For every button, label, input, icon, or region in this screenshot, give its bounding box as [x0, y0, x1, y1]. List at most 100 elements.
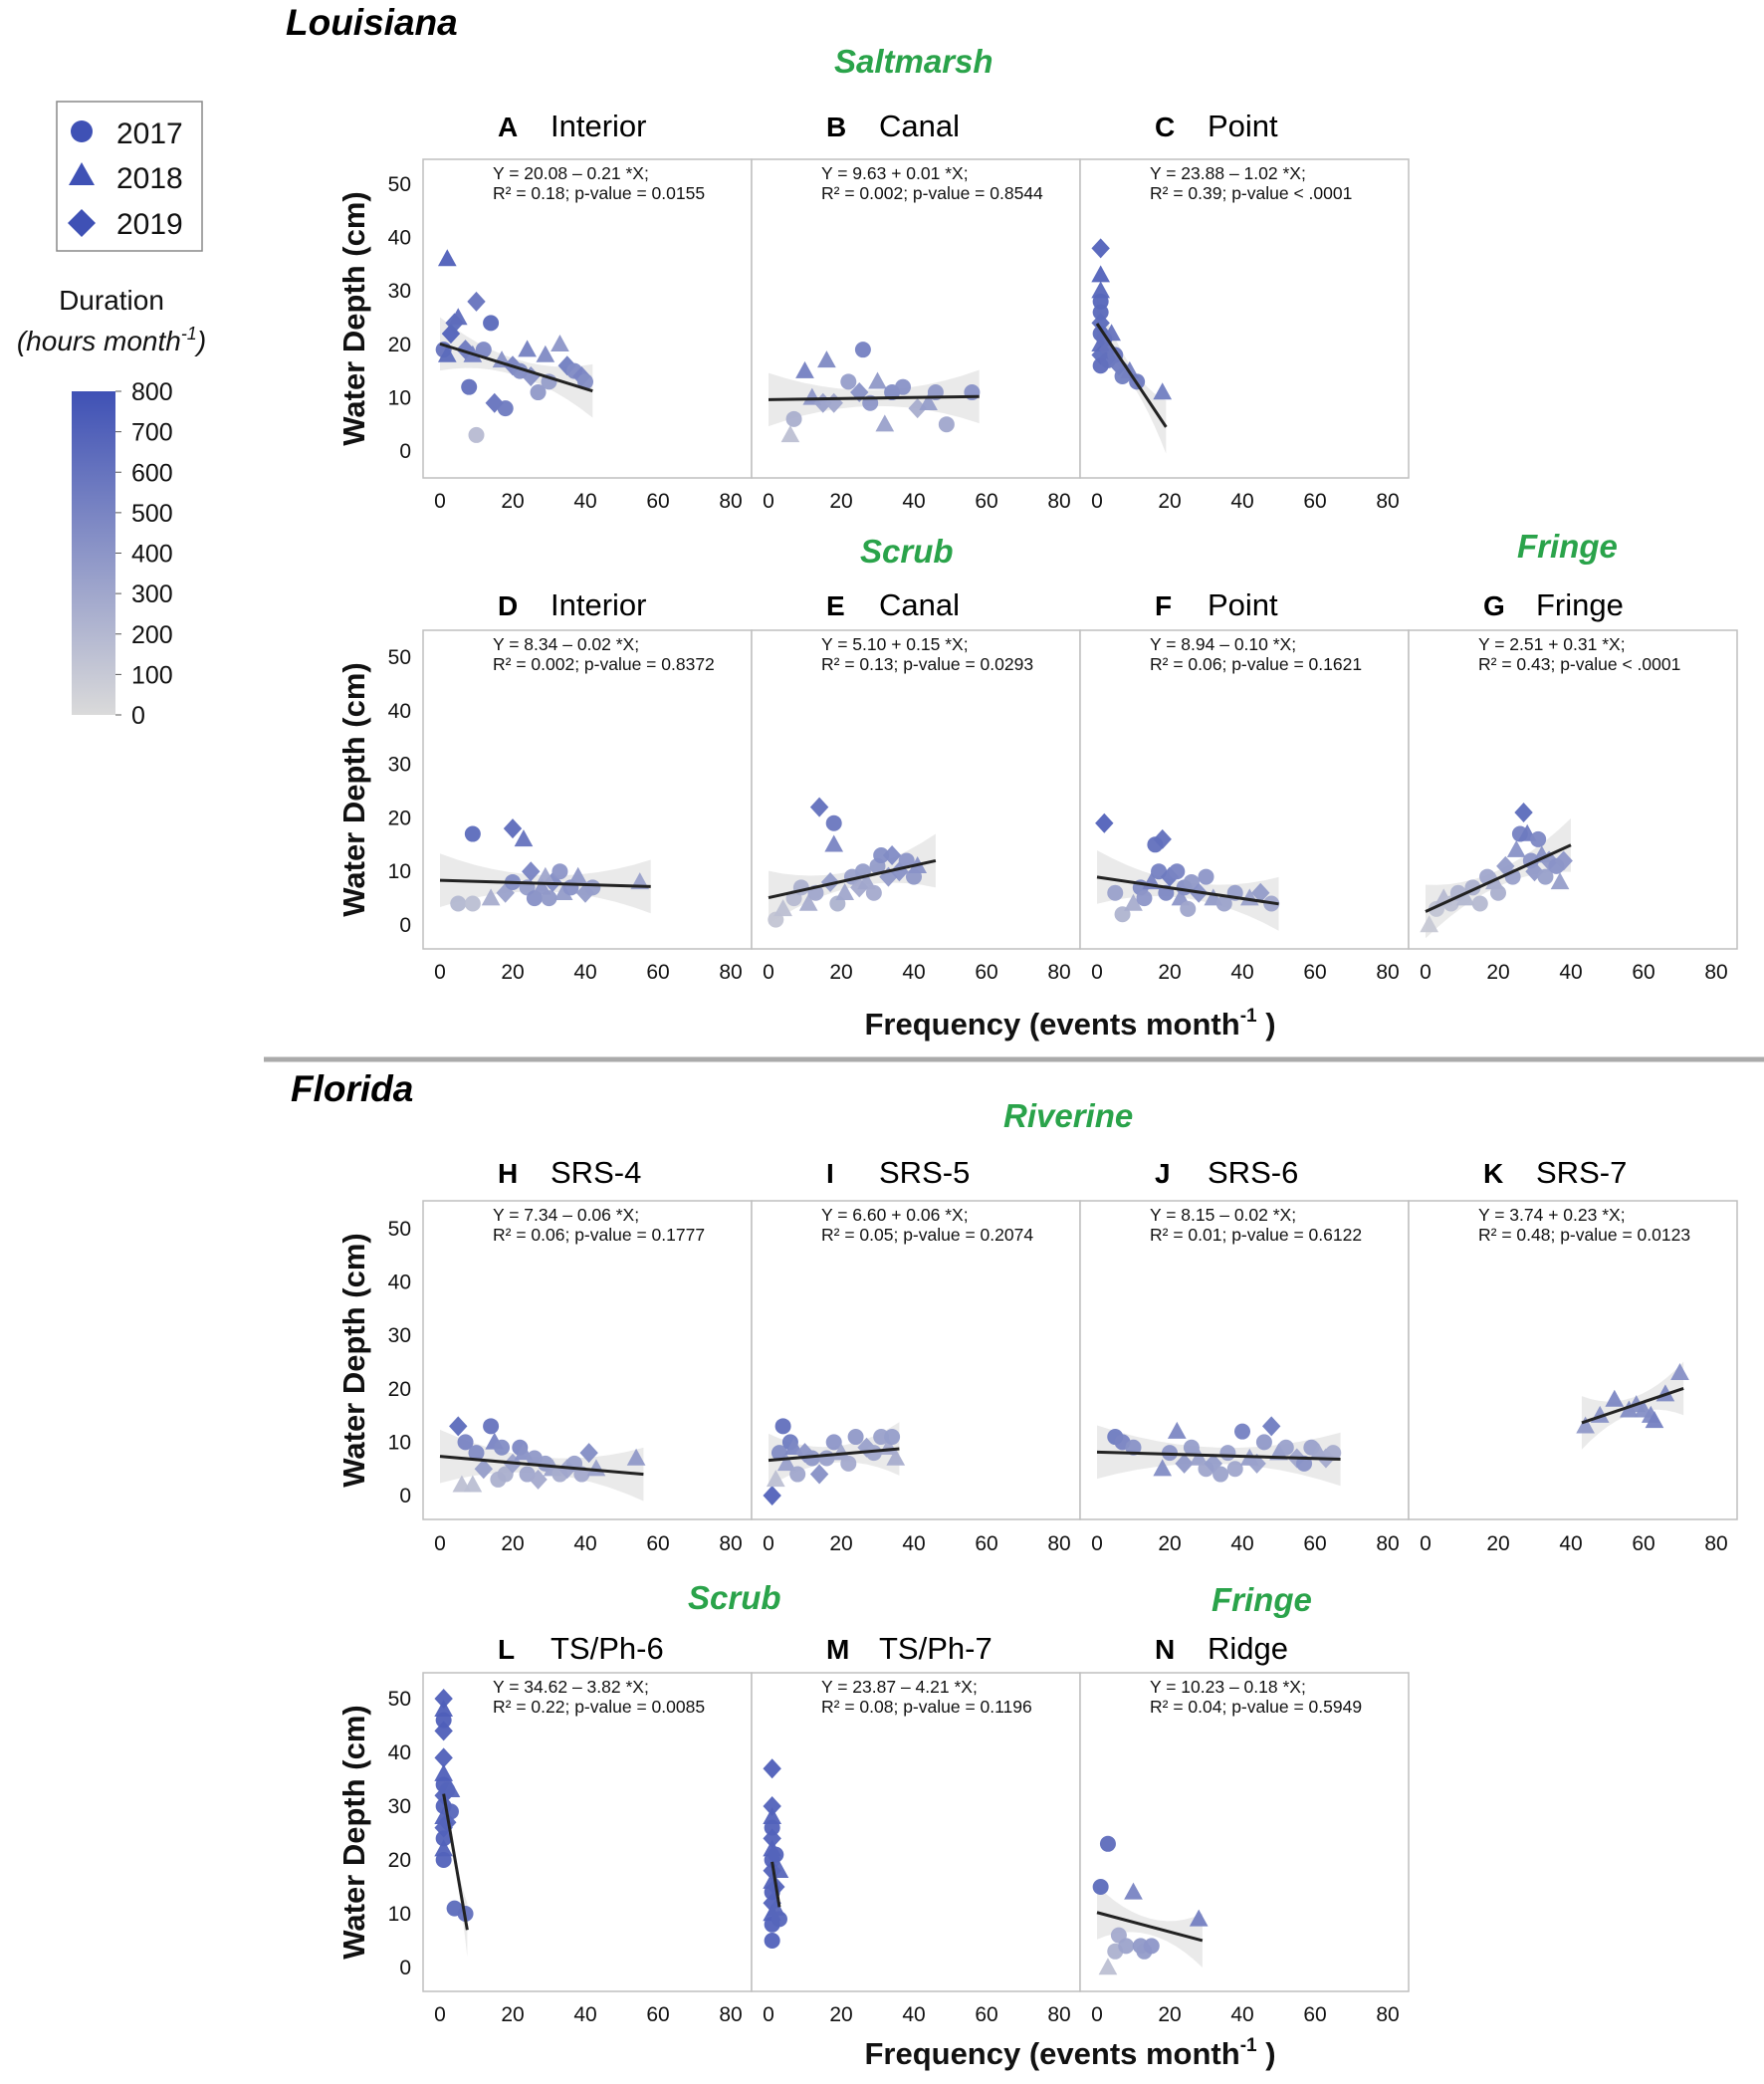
data-point-2018 — [766, 1470, 785, 1488]
data-point-2017 — [1537, 868, 1554, 885]
x-tick-label: 40 — [1230, 2003, 1253, 2026]
data-point-2017 — [1277, 1439, 1294, 1456]
x-tick-label: 40 — [1559, 961, 1582, 984]
data-point-2018 — [1167, 1421, 1187, 1439]
data-point-2019 — [824, 392, 843, 413]
data-point-2017 — [497, 400, 514, 417]
data-point-2017 — [1092, 304, 1109, 321]
data-point-2018 — [434, 1839, 453, 1857]
y-tick-label: 0 — [399, 1485, 411, 1507]
regression-stats: R² = 0.18; p-value = 0.0155 — [493, 183, 705, 203]
x-tick-label: 20 — [1158, 1532, 1181, 1555]
y-tick-label: 0 — [399, 914, 411, 937]
data-point-2017 — [803, 1450, 820, 1467]
regression-equation: Y = 34.62 – 3.82 *X; — [493, 1677, 649, 1697]
panel-B: B Canal Y = 9.63 + 0.01 *X;R² = 0.002; p-v… — [751, 109, 1081, 513]
regression-stats: R² = 0.43; p-value < .0001 — [1478, 654, 1680, 674]
x-tick-label: 80 — [1047, 1532, 1070, 1555]
data-point-2017 — [1325, 1445, 1342, 1462]
data-point-2019 — [474, 1459, 493, 1480]
panel-letter: K — [1483, 1158, 1503, 1189]
year-legend: 2017 2018 2019 — [56, 101, 203, 252]
panel-frame — [1079, 158, 1410, 479]
data-point-2019 — [820, 871, 840, 892]
x-tick-label: 0 — [1420, 1532, 1432, 1555]
data-point-2017 — [1125, 1439, 1142, 1456]
data-point-2018 — [536, 345, 555, 362]
data-point-2017 — [464, 895, 481, 912]
colorbar-ticks: 800 700 600 500 400 300 200 100 0 — [115, 378, 173, 730]
trend-line — [1095, 323, 1168, 428]
y-axis-label: Water Depth (cm) — [336, 191, 371, 445]
x-tick-label: 0 — [434, 2003, 446, 2026]
x-tick-label: 0 — [1091, 961, 1103, 984]
data-point-2018 — [626, 1448, 646, 1466]
data-point-2018 — [1455, 888, 1475, 906]
trend-line — [442, 1793, 469, 1931]
x-tick-label: 80 — [1047, 490, 1070, 513]
data-point-2019 — [1247, 1453, 1266, 1474]
data-point-2017 — [818, 1450, 835, 1467]
data-point-2019 — [449, 1416, 468, 1437]
x-tick-label: 20 — [501, 961, 524, 984]
x-tick-label: 60 — [975, 490, 997, 513]
regression-equation: Y = 20.08 – 0.21 *X; — [493, 163, 649, 183]
x-tick-label: 60 — [975, 2003, 997, 2026]
trend-line — [439, 1455, 644, 1477]
data-point-2018 — [434, 1700, 453, 1718]
regression-equation: Y = 9.63 + 0.01 *X; — [821, 163, 969, 183]
data-point-2017 — [584, 879, 601, 896]
x-tick-label: 40 — [573, 490, 596, 513]
y-tick-label: 40 — [388, 1272, 411, 1294]
y-axis-label: Water Depth (cm) — [336, 662, 371, 916]
x-tick-label: 20 — [1158, 490, 1181, 513]
data-point-2019 — [809, 1464, 829, 1485]
panel-letter: I — [826, 1158, 834, 1189]
panel-letter: H — [498, 1158, 518, 1189]
data-point-2019 — [763, 1796, 781, 1816]
colorbar-tick-label: 600 — [131, 459, 173, 487]
panel-letter: L — [498, 1634, 515, 1665]
data-point-2018 — [1189, 1909, 1209, 1927]
data-point-2018 — [1098, 1958, 1118, 1975]
data-point-2018 — [798, 893, 818, 911]
data-point-2019 — [434, 1721, 453, 1741]
regression-equation: Y = 8.15 – 0.02 *X; — [1150, 1205, 1296, 1225]
y-tick-label: 20 — [388, 807, 411, 829]
trend-line — [768, 1447, 900, 1463]
panel-letter: M — [826, 1634, 849, 1665]
trend-line — [439, 342, 593, 393]
regression-equation: Y = 7.34 – 0.06 *X; — [493, 1205, 639, 1225]
data-point-2018 — [481, 888, 501, 906]
x-tick-label: 20 — [829, 2003, 852, 2026]
data-point-2017 — [497, 1466, 514, 1483]
panel-frame — [1079, 1200, 1410, 1520]
data-point-2017 — [551, 863, 568, 880]
data-point-2019 — [1091, 238, 1110, 259]
x-tick-label: 20 — [1158, 2003, 1181, 2026]
panel-letter: C — [1155, 112, 1175, 142]
x-tick-label: 80 — [1047, 2003, 1070, 2026]
data-point-2019 — [1175, 1453, 1194, 1474]
y-tick-label: 10 — [388, 1431, 411, 1454]
x-tick-label: 20 — [1158, 961, 1181, 984]
trend-line — [1096, 875, 1279, 906]
data-point-2017 — [1180, 900, 1197, 917]
data-point-2017 — [1092, 1879, 1109, 1895]
data-point-2018 — [835, 882, 854, 900]
x-tick-label: 0 — [1420, 961, 1432, 984]
colorbar-tick-label: 100 — [131, 661, 173, 689]
data-point-2017 — [768, 1846, 784, 1863]
x-tick-label: 40 — [902, 2003, 925, 2026]
panel-grid: A Interior Y = 20.08 – 0.21 *X;R² = 0.18; … — [388, 109, 1738, 2026]
data-point-2019 — [522, 861, 541, 882]
regression-equation: Y = 8.34 – 0.02 *X; — [493, 634, 639, 654]
data-point-2018 — [1091, 281, 1110, 299]
data-point-2017 — [468, 1445, 485, 1462]
data-point-2017 — [1118, 1938, 1135, 1955]
colorbar-title-line1: Duration — [59, 285, 164, 316]
panel-letter: G — [1483, 590, 1505, 621]
panel-letter: F — [1155, 590, 1172, 621]
data-point-2017 — [1198, 868, 1214, 885]
panel-letter: E — [826, 590, 845, 621]
